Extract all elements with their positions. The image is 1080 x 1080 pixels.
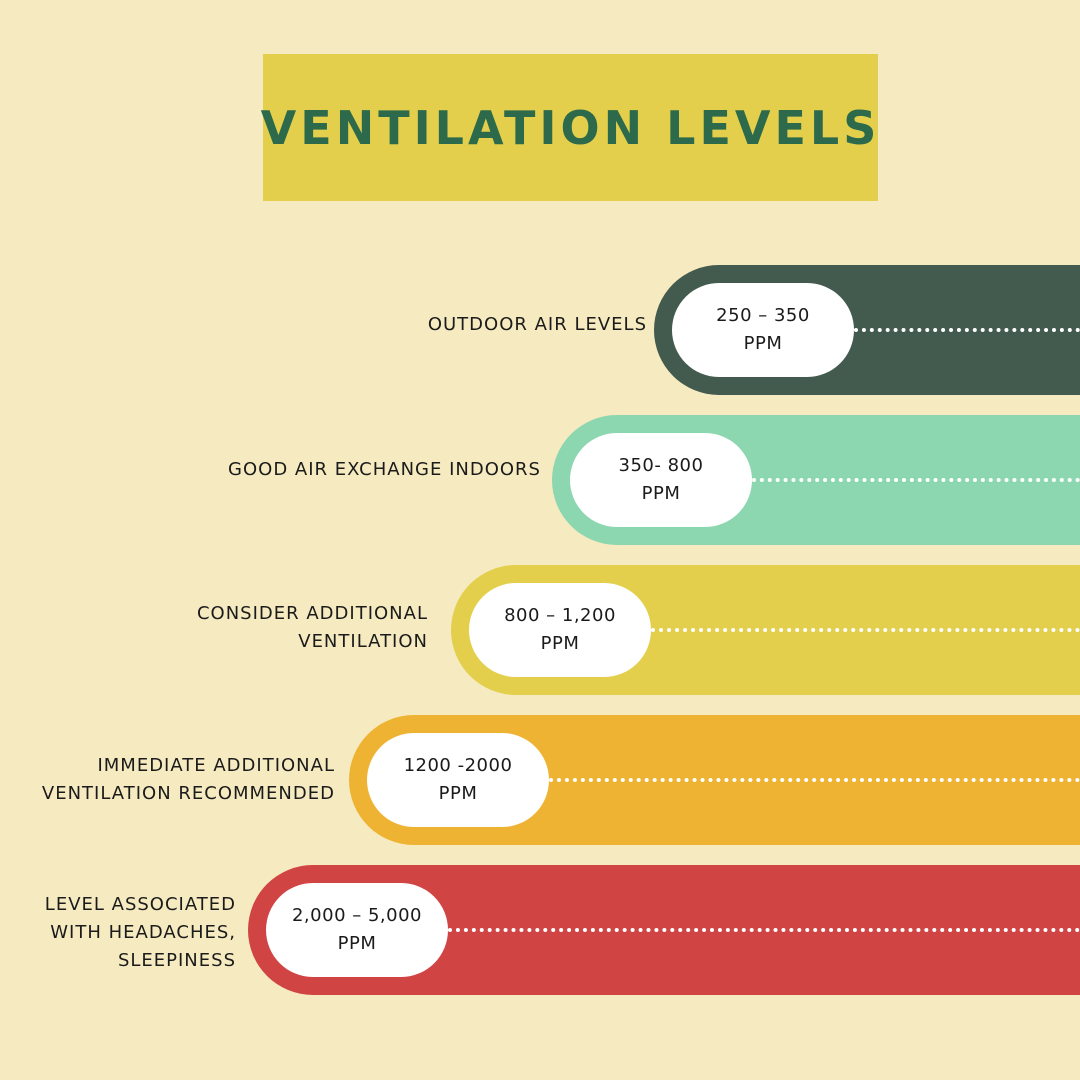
range-pill: 1200 -2000 PPM: [367, 733, 549, 827]
range-pill: 350- 800 PPM: [570, 433, 752, 527]
range-value: 350- 800 PPM: [618, 455, 704, 504]
title-banner: VENTILATION LEVELS: [260, 54, 881, 201]
level-label: GOOD AIR EXCHANGE INDOORS: [228, 459, 541, 480]
range-value: 2,000 – 5,000 PPM: [291, 905, 422, 954]
range-value: 1200 -2000 PPM: [403, 755, 513, 804]
dotted-line: [651, 628, 1080, 632]
page-title: VENTILATION LEVELS: [260, 100, 881, 155]
level-bar-outdoor: 250 – 350 PPM: [654, 265, 1080, 395]
range-pill: 250 – 350 PPM: [672, 283, 854, 377]
level-bar-immediate: 1200 -2000 PPM: [349, 715, 1080, 845]
level-bar-consider: 800 – 1,200 PPM: [451, 565, 1080, 695]
range-value: 250 – 350 PPM: [716, 305, 810, 354]
dotted-line: [752, 478, 1080, 482]
range-value: 800 – 1,200 PPM: [504, 605, 616, 654]
range-pill: 2,000 – 5,000 PPM: [266, 883, 448, 977]
dotted-line: [448, 928, 1080, 932]
level-bar-good: 350- 800 PPM: [552, 415, 1080, 545]
dotted-line: [854, 328, 1080, 332]
level-label: CONSIDER ADDITIONAL VENTILATION: [196, 603, 428, 652]
range-pill: 800 – 1,200 PPM: [469, 583, 651, 677]
dotted-line: [549, 778, 1080, 782]
level-bar-headaches: 2,000 – 5,000 PPM: [248, 865, 1080, 995]
level-label: LEVEL ASSOCIATED WITH HEADACHES, SLEEPIN…: [44, 894, 236, 971]
level-label: IMMEDIATE ADDITIONAL VENTILATION RECOMME…: [41, 755, 335, 804]
level-label: OUTDOOR AIR LEVELS: [427, 314, 647, 335]
